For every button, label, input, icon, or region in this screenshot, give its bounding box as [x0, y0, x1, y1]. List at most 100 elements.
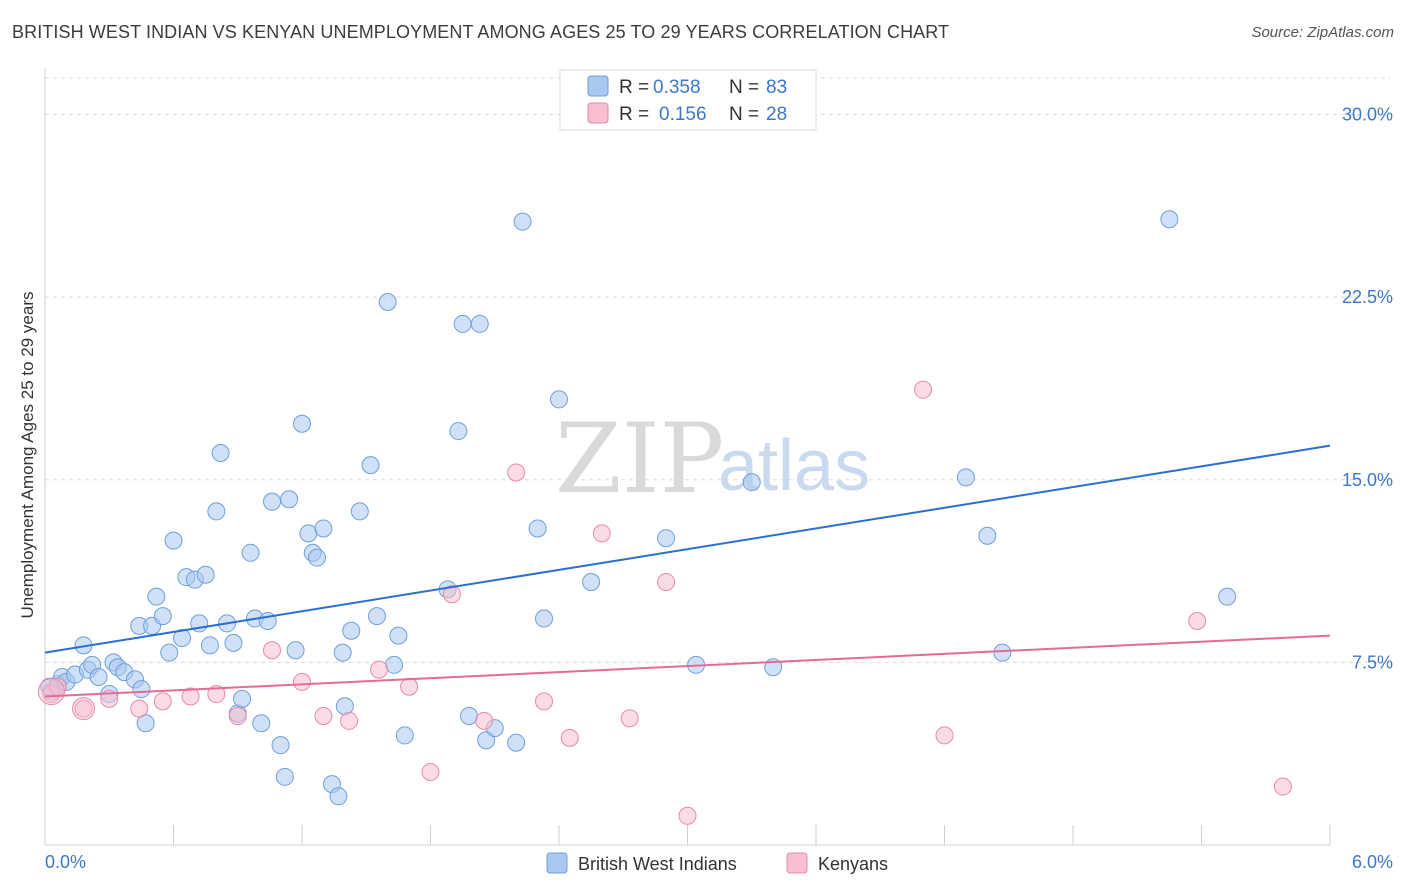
series-legend-label-pink: Kenyans	[818, 854, 888, 874]
data-point-pink	[153, 692, 172, 711]
data-point-blue	[449, 422, 468, 441]
data-point-blue	[378, 293, 397, 312]
data-point-blue	[507, 733, 526, 752]
data-point-pink	[263, 641, 282, 660]
tick-labels: 7.5% 15.0% 22.5% 30.0% 0.0% 6.0%	[45, 105, 1393, 872]
data-point-pink	[1273, 777, 1292, 796]
data-point-blue	[263, 492, 282, 511]
data-point-pink	[620, 709, 639, 728]
data-point-blue	[89, 667, 108, 686]
data-point-blue	[453, 314, 472, 333]
legend-swatch-blue	[587, 75, 609, 97]
data-point-blue	[224, 633, 243, 652]
series-legend-swatch-blue	[546, 852, 568, 874]
data-point-blue	[307, 548, 326, 567]
data-point-blue	[657, 529, 676, 548]
data-point-blue	[1218, 587, 1237, 606]
data-point-pink	[340, 711, 359, 730]
data-point-pink	[507, 463, 526, 482]
data-point-blue	[314, 519, 333, 538]
data-point-blue	[153, 607, 172, 626]
data-point-pink	[535, 692, 554, 711]
series-legend: British West Indians Kenyans	[546, 852, 888, 874]
data-point-pink	[181, 687, 200, 706]
data-point-pink	[935, 726, 954, 745]
data-point-blue	[956, 468, 975, 487]
data-point-blue	[280, 490, 299, 509]
data-point-pink	[475, 711, 494, 730]
data-point-blue	[513, 212, 532, 231]
data-point-blue	[350, 502, 369, 521]
data-point-blue	[275, 767, 294, 786]
data-point-blue	[299, 524, 318, 543]
x-tick-label-min: 0.0%	[45, 852, 86, 872]
data-point-blue	[528, 519, 547, 538]
legend-r-value-1: 0.358	[653, 77, 701, 98]
data-point-blue	[978, 526, 997, 545]
watermark-zip: ZIP	[555, 403, 724, 515]
data-point-blue	[395, 726, 414, 745]
data-point-blue	[147, 587, 166, 606]
legend-n-label-1: N =	[729, 77, 759, 98]
data-point-blue	[1160, 210, 1179, 229]
legend-r-value-2: 0.156	[659, 104, 707, 125]
data-point-blue	[460, 706, 479, 725]
data-point-pink	[914, 380, 933, 399]
data-point-blue	[367, 607, 386, 626]
data-point-blue	[132, 680, 151, 699]
data-point-blue	[173, 629, 192, 648]
axes	[44, 68, 1331, 846]
y-tick-label: 30.0%	[1342, 105, 1393, 125]
data-points	[37, 210, 1292, 825]
data-point-pink	[293, 672, 311, 691]
data-point-blue	[477, 731, 496, 750]
data-point-blue	[333, 643, 352, 662]
data-point-pink	[592, 524, 611, 543]
data-point-pink	[228, 706, 247, 725]
x-tick-label-max: 6.0%	[1352, 852, 1393, 872]
data-point-blue	[164, 531, 183, 550]
data-point-pink	[370, 660, 389, 679]
grid-lines	[45, 77, 1390, 663]
trend-line-pink	[44, 634, 1331, 698]
series-legend-label-blue: British West Indians	[578, 854, 737, 874]
data-point-blue	[535, 609, 554, 628]
data-point-blue	[196, 565, 215, 584]
data-point-pink	[442, 585, 461, 604]
data-point-pink	[207, 685, 226, 704]
y-tick-label: 15.0%	[1342, 470, 1393, 490]
data-point-blue	[329, 787, 348, 806]
data-point-pink	[560, 728, 579, 747]
data-point-blue	[271, 736, 290, 755]
data-point-blue	[160, 643, 179, 662]
data-point-blue	[742, 473, 761, 492]
data-point-blue	[241, 543, 260, 562]
chart-title: BRITISH WEST INDIAN VS KENYAN UNEMPLOYME…	[12, 22, 950, 42]
data-point-blue	[233, 689, 252, 708]
data-point-blue	[361, 456, 380, 475]
series-legend-swatch-pink	[786, 852, 808, 874]
data-point-pink	[1188, 611, 1207, 630]
data-point-blue	[993, 643, 1012, 662]
data-point-blue	[207, 502, 226, 521]
data-point-pink	[37, 678, 65, 706]
data-point-blue	[550, 390, 568, 409]
legend-n-value-1: 83	[766, 77, 787, 98]
data-point-blue	[385, 655, 404, 674]
y-tick-label: 7.5%	[1352, 652, 1393, 672]
data-point-blue	[470, 314, 489, 333]
data-point-blue	[293, 414, 311, 433]
data-point-pink	[314, 706, 333, 725]
data-point-pink	[678, 806, 697, 825]
legend-swatch-pink	[587, 102, 609, 124]
data-point-pink	[657, 573, 676, 592]
data-point-blue	[286, 641, 305, 660]
data-point-pink	[421, 762, 440, 781]
data-point-blue	[211, 443, 230, 462]
legend-r-label-2: R =	[619, 104, 649, 125]
data-point-blue	[582, 573, 601, 592]
source-label: Source: ZipAtlas.com	[1251, 24, 1394, 41]
stats-legend: R = 0.358 N = 83 R = 0.156 N = 28	[559, 69, 817, 131]
legend-r-label-1: R =	[619, 77, 649, 98]
